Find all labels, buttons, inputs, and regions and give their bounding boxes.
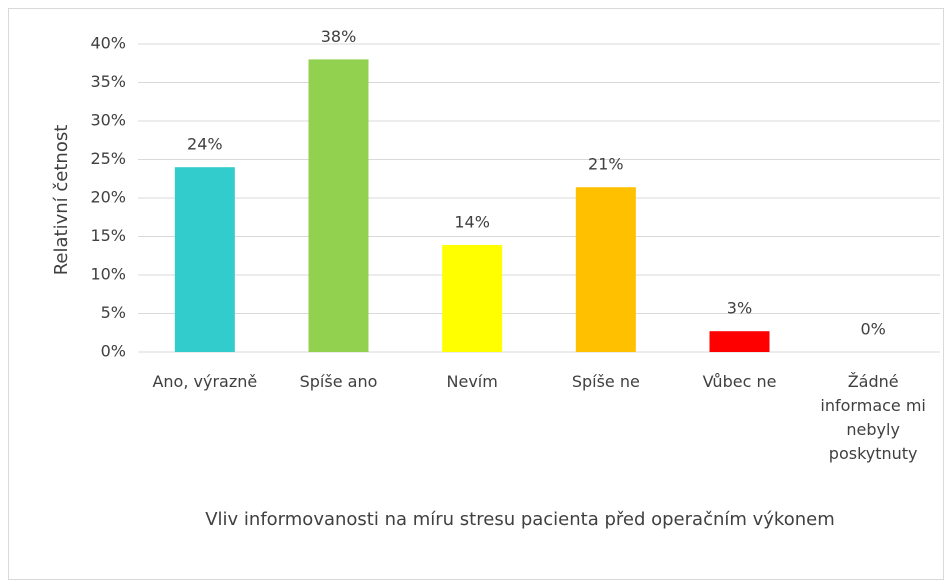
y-tick-label: 5%: [101, 303, 126, 322]
data-label: 14%: [454, 212, 490, 231]
x-tick-label: Nevím: [446, 372, 498, 391]
x-tick-label: Vůbec ne: [702, 372, 777, 391]
data-label: 24%: [187, 135, 223, 154]
y-tick-label: 35%: [90, 72, 126, 91]
y-tick-label: 40%: [90, 34, 126, 53]
x-tick-label: Spíše ano: [299, 372, 378, 391]
data-label: 0%: [860, 320, 885, 339]
x-tick-label: Žádné informace mi nebyly poskytnuty: [820, 372, 926, 463]
x-axis-title: Vliv informovanosti na míru stresu pacie…: [205, 509, 835, 530]
y-tick-label: 20%: [90, 188, 126, 207]
bar: [709, 331, 770, 352]
data-label: 21%: [588, 155, 624, 174]
bar: [174, 167, 235, 352]
y-tick-label: 15%: [90, 226, 126, 245]
y-tick-label: 30%: [90, 111, 126, 130]
data-label: 38%: [321, 27, 357, 46]
bar: [308, 59, 369, 353]
y-tick-label: 10%: [90, 265, 126, 284]
chart-border: [8, 8, 944, 580]
y-tick-label: 0%: [101, 342, 126, 361]
y-tick-label: 25%: [90, 149, 126, 168]
x-tick-label: Ano, výrazně: [152, 372, 258, 391]
data-label: 3%: [727, 299, 752, 318]
bar: [575, 187, 636, 352]
x-tick-label: Spíše ne: [571, 372, 640, 391]
y-axis-title: Relativní četnost: [51, 125, 72, 276]
bar: [442, 244, 503, 352]
